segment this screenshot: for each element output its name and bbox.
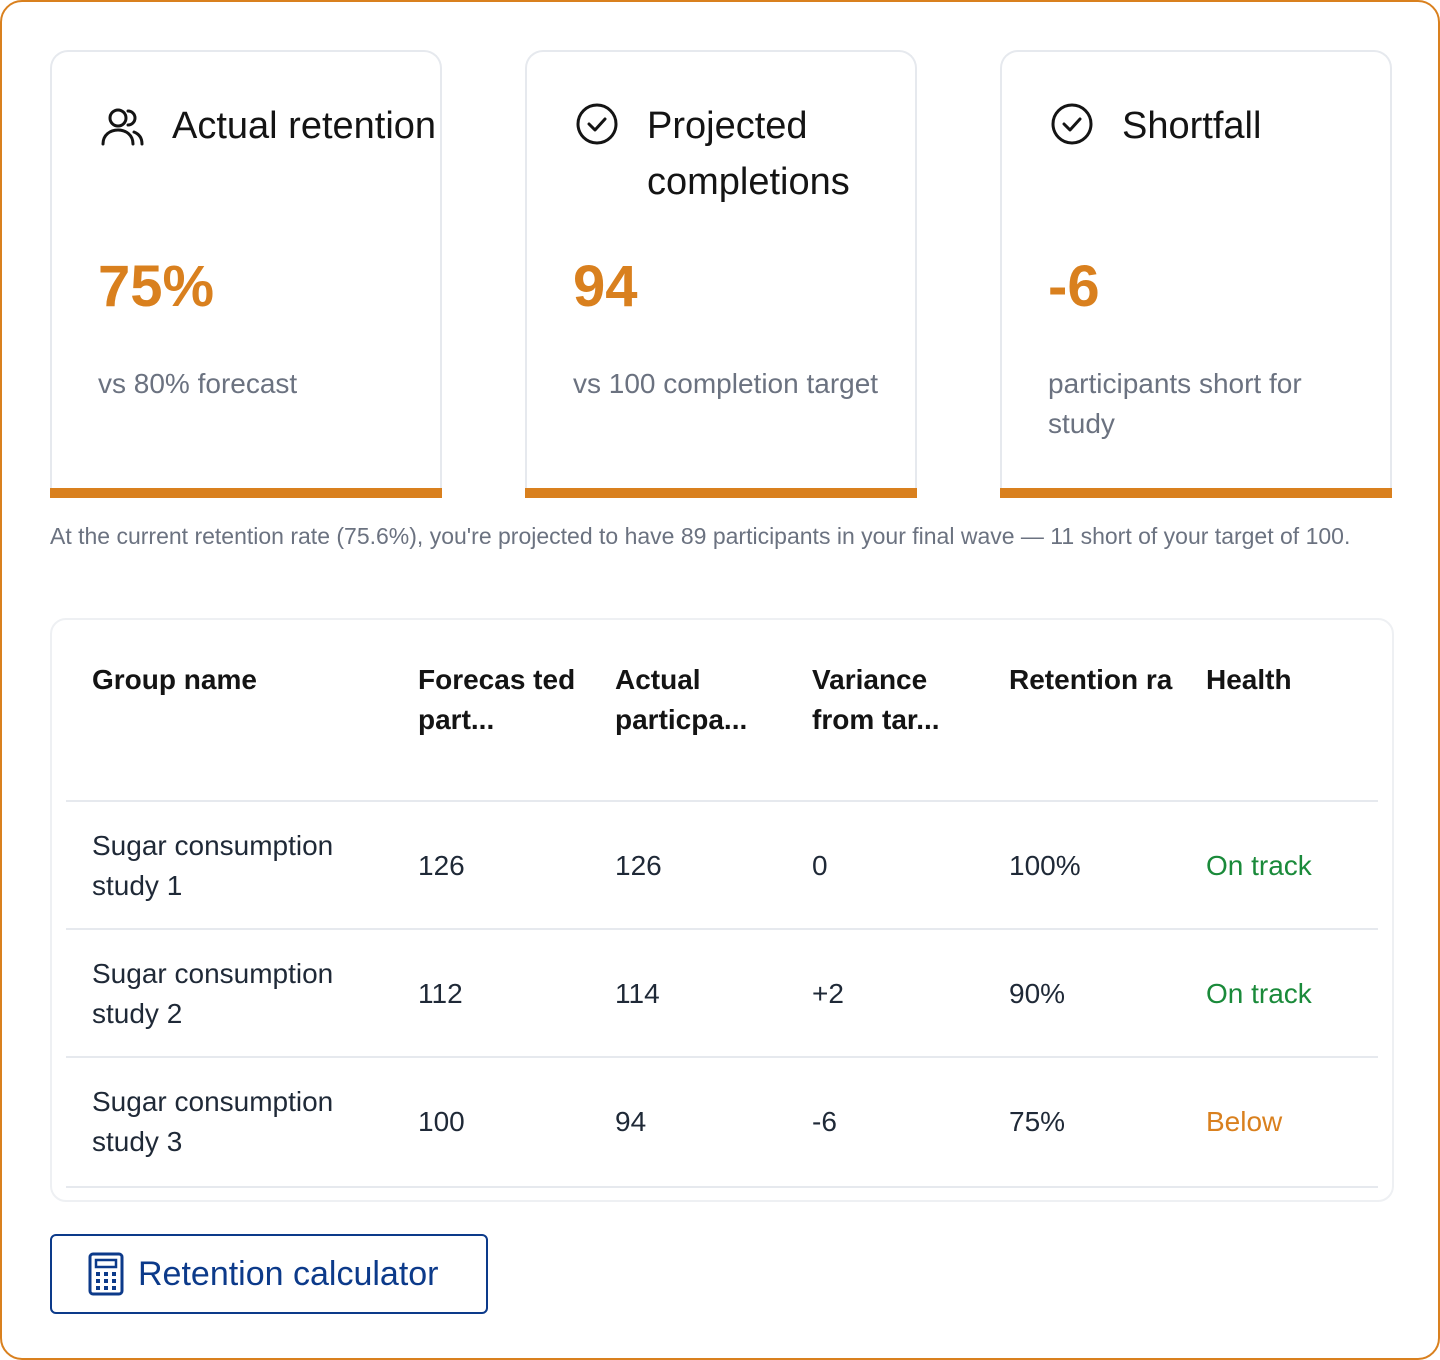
table-row[interactable]: Sugar consumption study 1 126 126 0 100%… (66, 800, 1378, 930)
card-title: Actual retention (172, 105, 437, 147)
forecast-cell: 126 (418, 850, 465, 881)
group-name-cell: Sugar consumption study 3 (92, 1086, 334, 1157)
card-shortfall: Shortfall -6 participants short for stud… (1000, 50, 1392, 498)
column-header-variance[interactable]: Variance from tar... (812, 664, 940, 735)
column-header-group-name[interactable]: Group name (92, 664, 257, 695)
health-status: On track (1206, 850, 1312, 881)
card-projected-completions: Projected completions 94 vs 100 completi… (525, 50, 917, 498)
retention-cell: 75% (1009, 1106, 1066, 1137)
card-caption: vs 100 completion target (573, 368, 879, 399)
actual-cell: 114 (615, 978, 660, 1009)
card-caption: vs 80% forecast (98, 368, 298, 399)
variance-cell: +2 (812, 978, 844, 1009)
check-circle-icon (576, 103, 618, 145)
card-caption: participants short for study (1048, 368, 1302, 439)
retention-cell: 90% (1009, 978, 1066, 1009)
users-icon (101, 108, 144, 146)
card-title: Projected completions (647, 105, 850, 203)
card-value: -6 (1048, 254, 1100, 319)
actual-cell: 126 (615, 850, 662, 881)
column-header-actual[interactable]: Actual particpa... (615, 664, 748, 735)
check-circle-icon (1051, 103, 1093, 145)
card-accent-bar (50, 488, 442, 498)
group-name-cell: Sugar consumption study 1 (92, 830, 334, 901)
groups-table: Group name Forecas ted part... Actual pa… (50, 618, 1394, 1202)
card-value: 75% (98, 254, 215, 319)
retention-calculator-button[interactable]: Retention calculator (50, 1234, 488, 1314)
forecast-cell: 112 (418, 978, 463, 1009)
retention-calculator-label: Retention calculator (138, 1255, 439, 1293)
column-header-forecasted[interactable]: Forecas ted part... (418, 664, 576, 735)
card-accent-bar (1000, 488, 1392, 498)
retention-cell: 100% (1009, 850, 1081, 881)
forecast-cell: 100 (418, 1106, 465, 1137)
health-status: Below (1206, 1106, 1283, 1137)
table-row[interactable]: Sugar consumption study 2 112 114 +2 90%… (66, 928, 1378, 1058)
card-value: 94 (573, 254, 638, 319)
column-header-retention[interactable]: Retention ra (1009, 664, 1173, 695)
health-status: On track (1206, 978, 1312, 1009)
actual-cell: 94 (615, 1106, 647, 1137)
card-accent-bar (525, 488, 917, 498)
variance-cell: 0 (812, 850, 828, 881)
calculator-icon (88, 1252, 124, 1296)
card-actual-retention: Actual retention 75% vs 80% forecast (50, 50, 442, 498)
group-name-cell: Sugar consumption study 2 (92, 958, 334, 1029)
card-title: Shortfall (1122, 105, 1262, 147)
variance-cell: -6 (812, 1106, 837, 1137)
table-row[interactable]: Sugar consumption study 3 100 94 -6 75% … (66, 1056, 1378, 1188)
column-header-health[interactable]: Health (1206, 664, 1292, 695)
projection-summary: At the current retention rate (75.6%), y… (50, 523, 1351, 549)
